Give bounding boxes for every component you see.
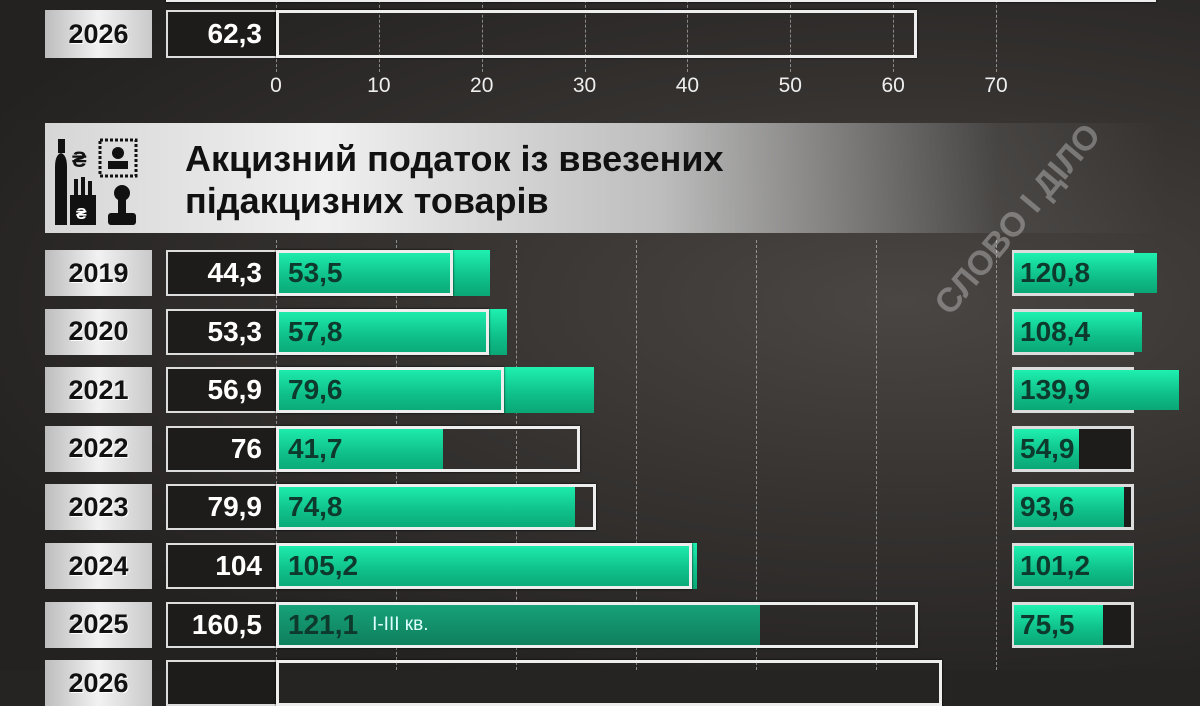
x-tick-label: 50	[778, 74, 802, 97]
year-label: 2026	[45, 660, 152, 706]
plan-value-label: 62,3	[166, 10, 276, 58]
plan-bar	[276, 484, 596, 531]
year-label: 2022	[45, 425, 152, 472]
grid-line	[996, 240, 997, 670]
year-label: 2023	[45, 484, 152, 531]
plan-bar	[276, 543, 692, 589]
actual-bar	[276, 367, 595, 414]
actual-value-label: 79,6	[288, 374, 343, 406]
percent-value-label: 54,9	[1020, 432, 1075, 464]
svg-text:₴: ₴	[72, 147, 87, 172]
x-tick-label: 70	[984, 74, 1008, 97]
grid-line	[687, 0, 689, 72]
plan-bar	[276, 601, 918, 648]
actual-value-label: 53,5	[288, 257, 343, 288]
percent-value-label: 108,4	[1020, 315, 1091, 347]
grid-line	[996, 0, 997, 72]
grid-line	[876, 240, 877, 670]
plan-bar	[276, 660, 942, 706]
grid-line	[756, 240, 757, 670]
percent-value-label: 93,6	[1020, 491, 1075, 523]
plan-value-label: 44,3	[166, 250, 276, 296]
grid-line	[378, 0, 380, 72]
grid-line	[516, 240, 517, 670]
year-label: 2026	[45, 10, 152, 58]
plan-bar	[166, 0, 1156, 2]
year-label: 2024	[45, 543, 152, 589]
actual-value-label: 74,8	[288, 491, 343, 523]
grid-line	[893, 0, 895, 72]
actual-value-label: 105,2	[288, 550, 359, 581]
percent-bar	[1014, 253, 1157, 293]
x-tick-label: 10	[367, 74, 391, 97]
percent-value-label: 75,5	[1020, 608, 1075, 640]
chart-title: Акцизний податок із ввезених підакцизних…	[185, 138, 724, 221]
period-note: I-III кв.	[372, 613, 429, 635]
percent-value-label: 101,2	[1020, 550, 1091, 581]
grid-line	[636, 240, 637, 670]
excise-goods-icon: ₴ ₴	[55, 138, 138, 225]
plan-value-label: 53,3	[166, 308, 276, 355]
actual-value-label: 121,1 I-III кв.	[288, 608, 429, 640]
grid-line	[790, 0, 792, 72]
plan-value-label: 160,5	[166, 601, 276, 648]
plan-bar	[276, 425, 580, 472]
percent-bar	[1014, 311, 1142, 352]
plan-value-label: 76	[166, 425, 276, 472]
plan-bar	[276, 367, 504, 414]
actual-bar	[276, 601, 761, 648]
percent-bar	[1014, 428, 1079, 469]
plan-value-label	[166, 660, 276, 706]
x-tick-label: 40	[675, 74, 700, 97]
percent-bar	[1014, 370, 1180, 411]
grid-line	[481, 0, 483, 72]
percent-value-label: 120,8	[1020, 257, 1091, 288]
year-label: 2021	[45, 367, 152, 414]
section-header	[45, 123, 1165, 233]
plan-value-label: 79,9	[166, 484, 276, 531]
actual-bar	[276, 425, 443, 472]
x-tick-label: 0	[270, 74, 282, 97]
actual-bar	[276, 308, 508, 355]
svg-text:₴: ₴	[76, 206, 87, 223]
plan-bar	[276, 10, 917, 58]
year-label: 2019	[45, 250, 152, 296]
plan-value-label: 104	[166, 543, 276, 589]
actual-bar	[276, 484, 576, 531]
plan-value-label: 56,9	[166, 367, 276, 414]
grid-line	[584, 0, 586, 72]
percent-bar	[1014, 546, 1134, 586]
actual-bar	[276, 543, 697, 589]
x-tick-label: 60	[881, 74, 905, 97]
actual-bar	[276, 250, 490, 296]
plan-bar	[276, 308, 490, 355]
year-label: 2020	[45, 308, 152, 355]
actual-value-label: 57,8	[288, 315, 343, 347]
plan-bar	[276, 250, 454, 296]
x-tick-label: 30	[572, 74, 597, 97]
x-tick-label: 20	[470, 74, 494, 97]
percent-bar	[1014, 487, 1125, 528]
actual-value-label: 41,7	[288, 432, 343, 464]
percent-bar	[1014, 604, 1104, 645]
year-label: 2025	[45, 601, 152, 648]
percent-value-label: 139,9	[1020, 374, 1091, 406]
